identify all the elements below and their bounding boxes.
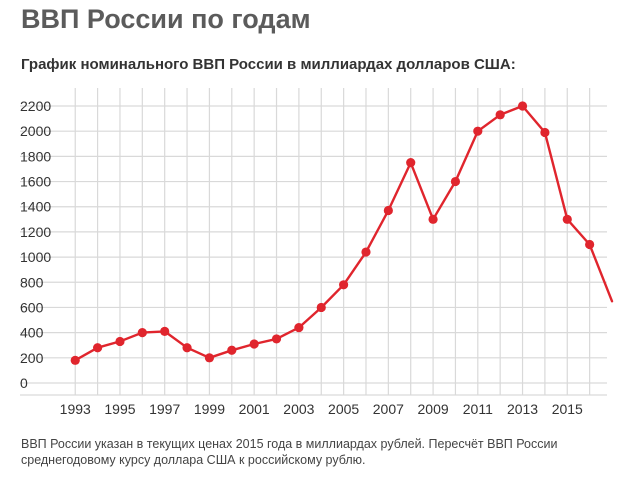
x-tick-label: 1993 (60, 401, 91, 417)
y-axis-ticks: 0 200 400 600 800 1000 1200 1400 1600 1800 2000 220… (20, 98, 51, 391)
footnote: ВВП России указан в текущих ценах 2015 г… (21, 436, 640, 468)
gdp-line-chart: 0 200 400 600 800 1000 1200 1400 1600 1800 2000 220… (20, 88, 614, 417)
x-tick-label: 1999 (194, 401, 225, 417)
y-tick-label: 1400 (20, 199, 51, 215)
data-point (160, 326, 170, 336)
grid-vertical (74, 88, 591, 395)
data-point (495, 110, 505, 120)
data-point (406, 158, 416, 168)
y-tick-label: 400 (20, 325, 44, 341)
y-tick-label: 1600 (20, 174, 51, 190)
x-tick-label: 2007 (373, 401, 404, 417)
data-point (562, 214, 572, 224)
y-tick-label: 2000 (20, 123, 51, 139)
y-tick-label: 2200 (20, 98, 51, 114)
y-tick-label: 1200 (20, 224, 51, 240)
data-point (450, 176, 461, 187)
x-axis-ticks: 1993 1995 1997 1999 2001 2003 2005 2007 2009 2011… (60, 401, 583, 417)
x-tick-label: 2011 (463, 401, 493, 417)
data-point (271, 334, 282, 344)
y-tick-label: 800 (20, 274, 44, 290)
y-tick-label: 200 (20, 350, 44, 366)
data-point (115, 336, 125, 347)
data-point (339, 280, 349, 290)
data-point (70, 355, 80, 365)
data-point (428, 214, 438, 224)
data-points (70, 101, 595, 365)
data-point (383, 205, 393, 216)
data-point (137, 328, 147, 338)
data-point (473, 126, 483, 136)
data-point (182, 343, 192, 353)
footnote-line-1: ВВП России указан в текущих ценах 2015 г… (21, 437, 558, 451)
data-point (294, 323, 304, 333)
data-point (540, 127, 550, 138)
data-point (249, 339, 259, 349)
y-tick-label: 0 (20, 375, 28, 391)
grid-horizontal (20, 105, 607, 396)
x-tick-label: 1997 (149, 401, 180, 417)
x-tick-label: 2009 (418, 401, 449, 417)
page-title: ВВП России по годам (21, 4, 311, 34)
footnote-line-2: среднегодовому курсу доллара США к росси… (21, 453, 366, 467)
data-point (204, 353, 215, 363)
y-tick-label: 1000 (20, 249, 51, 265)
data-point (93, 343, 103, 353)
y-tick-label: 1800 (20, 148, 51, 164)
x-tick-label: 2003 (283, 401, 314, 417)
x-tick-label: 1995 (104, 401, 135, 417)
data-point (227, 345, 237, 355)
x-tick-label: 2001 (239, 401, 270, 417)
x-tick-label: 2015 (552, 401, 583, 417)
data-point (517, 101, 528, 111)
x-tick-label: 2005 (328, 401, 359, 417)
data-point (361, 247, 371, 257)
x-tick-label: 2013 (507, 401, 538, 417)
y-tick-label: 600 (20, 299, 44, 315)
chart-subtitle: График номинального ВВП России в миллиар… (21, 56, 516, 73)
data-point (585, 239, 595, 250)
data-point (316, 302, 326, 313)
